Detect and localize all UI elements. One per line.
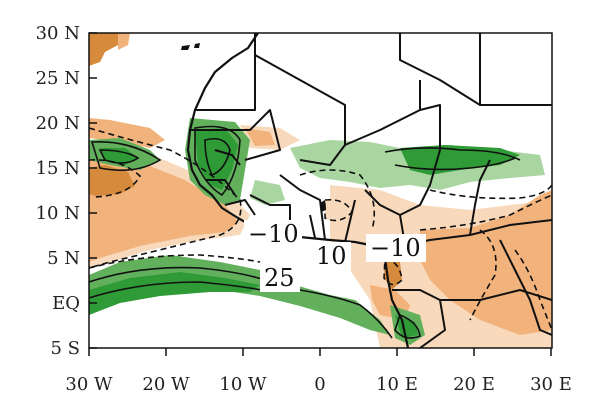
contour-label-minus10-east: −10 xyxy=(370,234,421,262)
contour-line xyxy=(384,147,521,161)
contour-line xyxy=(89,266,266,283)
contour-labels: −10 10 −10 25 xyxy=(244,220,426,292)
orange-dark-region-west xyxy=(89,165,135,196)
orange-mid-region-central xyxy=(420,190,552,335)
y-tick-label: 10 N xyxy=(36,203,80,224)
contour-line xyxy=(394,313,421,339)
contour-line xyxy=(514,249,552,331)
contour-label-box xyxy=(366,234,426,262)
contour-label-25: 25 xyxy=(264,264,295,292)
y-tick-label: 25 N xyxy=(36,68,80,89)
contour-line xyxy=(90,141,162,171)
orange-dark-region-top xyxy=(89,33,118,66)
contour-line xyxy=(194,125,241,197)
country-border xyxy=(214,149,241,166)
contour-line xyxy=(98,149,140,164)
contour-label-box xyxy=(311,242,351,270)
x-tick-label: 30 E xyxy=(530,374,572,395)
contour-line xyxy=(469,229,497,321)
x-tick-label: 20 W xyxy=(142,374,190,395)
country-border xyxy=(254,54,346,145)
country-border xyxy=(309,214,316,239)
country-border xyxy=(299,144,346,166)
y-axis: 30 N 25 N 20 N 15 N 10 N 5 N EQ 5 S xyxy=(36,23,97,359)
x-tick-label: 10 E xyxy=(376,374,418,395)
contour-label-10: 10 xyxy=(316,242,347,270)
contour-line xyxy=(89,254,261,269)
contour-layer xyxy=(89,125,552,339)
y-tick-label: EQ xyxy=(52,293,80,314)
country-border xyxy=(440,289,552,301)
x-tick-label: 30 W xyxy=(65,374,113,395)
contour-line xyxy=(89,159,141,198)
contour-line xyxy=(89,281,263,299)
x-axis: 30 W 20 W 10 W 0 10 E 20 E 30 E xyxy=(65,348,572,395)
contour-line xyxy=(299,169,376,231)
green-light-region-ivory-coast xyxy=(250,180,285,205)
country-border xyxy=(205,179,236,196)
orange-mid-region-mali xyxy=(245,128,275,146)
country-border xyxy=(279,174,326,241)
country-border xyxy=(399,33,552,106)
orange-mid-region-northwest xyxy=(89,118,165,148)
x-tick-label: 20 E xyxy=(453,374,495,395)
country-border xyxy=(344,199,356,243)
country-border xyxy=(499,239,552,336)
shading-layer xyxy=(89,33,552,348)
country-border xyxy=(224,199,256,216)
contour-label-box xyxy=(260,264,300,292)
country-border xyxy=(399,149,441,216)
country-border xyxy=(195,33,256,111)
contour-line xyxy=(394,157,516,171)
contour-line xyxy=(429,184,552,200)
country-border xyxy=(469,159,491,236)
contour-line xyxy=(204,137,231,177)
country-border xyxy=(190,109,281,161)
green-dark-region-congo xyxy=(395,315,418,338)
y-tick-label: 5 S xyxy=(50,338,80,359)
x-tick-label: 0 xyxy=(314,374,325,395)
y-tick-label: 30 N xyxy=(36,23,80,44)
y-tick-label: 20 N xyxy=(36,113,80,134)
y-tick-label: 15 N xyxy=(36,158,80,179)
orange-mid-region-top xyxy=(118,33,130,50)
contour-line xyxy=(419,194,552,231)
contour-line xyxy=(299,289,393,339)
y-tick-label: 5 N xyxy=(47,248,80,269)
island xyxy=(320,200,326,212)
contour-line xyxy=(89,127,242,269)
contour-label-minus10-west: −10 xyxy=(248,220,299,248)
island xyxy=(181,43,200,50)
green-dark-region-equatorial-band xyxy=(89,272,260,315)
x-tick-label: 10 W xyxy=(219,374,267,395)
contour-label-box xyxy=(244,220,302,248)
